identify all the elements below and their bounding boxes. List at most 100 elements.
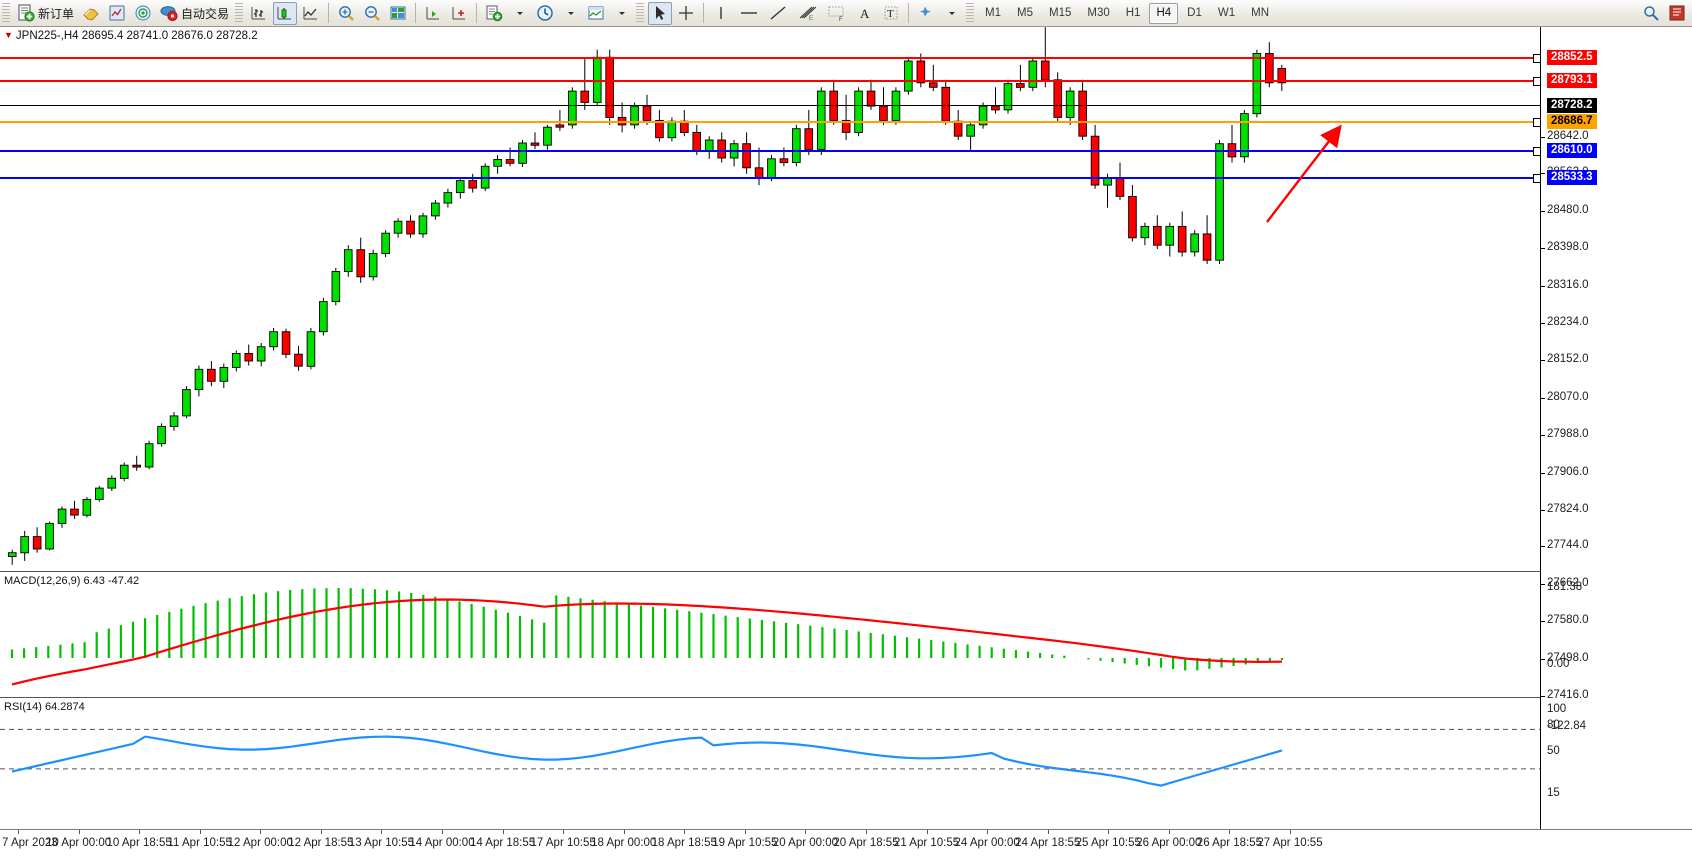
price-tick-mark bbox=[1541, 397, 1545, 399]
up-trend-arrow[interactable] bbox=[1255, 122, 1355, 232]
price-tick-label: 27580.0 bbox=[1547, 614, 1589, 627]
chart-canvas-area[interactable]: ▼ JPN225-,H4 28695.4 28741.0 28676.0 2872… bbox=[0, 27, 1692, 858]
market-watch-button[interactable] bbox=[386, 2, 410, 25]
toolbar-grip-2[interactable] bbox=[235, 3, 244, 23]
auto-scroll-button[interactable] bbox=[447, 2, 471, 25]
timeframe-d1[interactable]: D1 bbox=[1187, 7, 1202, 19]
search-icon[interactable] bbox=[1639, 2, 1663, 25]
text-icon[interactable]: A bbox=[853, 2, 877, 25]
shapes-dropdown[interactable] bbox=[940, 2, 963, 25]
toolbar-grip-4[interactable] bbox=[966, 3, 975, 23]
time-axis[interactable]: 7 Apr 2023 10 Apr 00:00 10 Apr 18:55 11 Apr… bbox=[0, 829, 1692, 858]
price-tick-mark bbox=[1541, 435, 1545, 437]
time-axis-label: 13 Apr 10:55 bbox=[348, 837, 415, 849]
level-label-28728[interactable]: 28728.2 bbox=[1547, 98, 1597, 113]
fibonacci-icon[interactable]: E bbox=[793, 2, 821, 25]
period-dropdown[interactable] bbox=[559, 2, 582, 25]
templates-button[interactable] bbox=[584, 2, 608, 25]
time-axis-label: 18 Apr 18:55 bbox=[651, 837, 717, 849]
macd-tick-label: 181.38 bbox=[1547, 581, 1583, 593]
timeframe-h4[interactable]: H4 bbox=[1149, 2, 1179, 24]
zoom-in-button[interactable] bbox=[334, 2, 358, 25]
price-tick-label: 27416.0 bbox=[1547, 689, 1589, 701]
time-axis-label: 10 Apr 00:00 bbox=[45, 837, 112, 849]
price-scale[interactable]: 28642.028562.028480.028398.028316.028234… bbox=[1540, 27, 1692, 829]
level-label-28533[interactable]: 28533.3 bbox=[1547, 170, 1597, 185]
price-tick-mark bbox=[1541, 546, 1545, 548]
time-axis-label: 14 Apr 00:00 bbox=[409, 837, 475, 849]
price-tick-label: 28152.0 bbox=[1547, 353, 1589, 366]
channel-icon[interactable]: F bbox=[823, 2, 851, 25]
rsi-plot bbox=[0, 728, 1540, 787]
new-order-button[interactable]: 新订单 bbox=[14, 2, 77, 25]
text-label-icon[interactable]: T bbox=[879, 2, 903, 25]
indicators-dropdown[interactable] bbox=[508, 2, 531, 25]
time-tick-mark bbox=[18, 830, 19, 834]
time-axis-label: 7 Apr 2023 bbox=[2, 837, 58, 849]
candlestick-chart-button[interactable] bbox=[273, 1, 298, 25]
period-button[interactable] bbox=[533, 2, 557, 25]
level-line-28610[interactable] bbox=[0, 150, 1540, 152]
timeframe-w1[interactable]: W1 bbox=[1217, 7, 1236, 19]
price-tick-mark bbox=[1541, 696, 1545, 697]
cursor-icon[interactable] bbox=[648, 1, 673, 25]
timeframe-m5[interactable]: M5 bbox=[1017, 7, 1033, 19]
bar-chart-button[interactable] bbox=[247, 2, 271, 25]
price-pane[interactable] bbox=[0, 27, 1540, 572]
zoom-out-button[interactable] bbox=[360, 2, 384, 25]
level-line-28533[interactable] bbox=[0, 177, 1540, 179]
time-axis-label: 27 Apr 10:55 bbox=[1257, 837, 1323, 849]
navigator-button[interactable] bbox=[131, 2, 155, 25]
time-axis-label: 14 Apr 18:55 bbox=[469, 837, 536, 849]
indicators-button[interactable] bbox=[482, 2, 506, 25]
time-tick-mark bbox=[381, 830, 383, 834]
line-chart-button[interactable] bbox=[299, 2, 323, 25]
macd-pane[interactable] bbox=[0, 573, 1540, 698]
svg-text:E: E bbox=[809, 16, 813, 22]
price-tick-mark bbox=[1541, 583, 1545, 585]
level-label-28610[interactable]: 28610.0 bbox=[1547, 143, 1597, 158]
timeframe-m1[interactable]: M1 bbox=[985, 7, 1002, 19]
expert-advisors-button[interactable] bbox=[79, 2, 103, 25]
data-window-button[interactable] bbox=[105, 2, 129, 25]
rsi-tick-label: 100 bbox=[1547, 703, 1567, 715]
level-line-28852[interactable] bbox=[0, 57, 1540, 59]
price-tick-label: 28480.0 bbox=[1547, 203, 1589, 216]
timeframe-m15[interactable]: M15 bbox=[1049, 7, 1072, 19]
level-label-28686[interactable]: 28686.7 bbox=[1547, 114, 1597, 129]
shapes-icon[interactable] bbox=[914, 2, 938, 25]
level-line-28728[interactable] bbox=[0, 105, 1540, 106]
toolbar-separator-2 bbox=[415, 3, 417, 23]
trendline-icon[interactable] bbox=[765, 2, 791, 25]
auto-trading-button[interactable]: 自动交易 bbox=[157, 2, 232, 25]
price-tick-mark bbox=[1541, 323, 1545, 325]
toolbar-grip-1[interactable] bbox=[2, 3, 10, 23]
timeframe-mn[interactable]: MN bbox=[1251, 7, 1269, 19]
level-label-28793[interactable]: 28793.1 bbox=[1547, 73, 1597, 88]
time-tick-mark bbox=[805, 830, 807, 834]
time-axis-label: 24 Apr 18:55 bbox=[1015, 837, 1081, 849]
timeframe-h1[interactable]: H1 bbox=[1125, 7, 1141, 19]
time-tick-mark bbox=[1229, 830, 1231, 834]
horizontal-line-icon[interactable] bbox=[735, 2, 763, 25]
rsi-tick-label: 50 bbox=[1547, 745, 1560, 757]
timeframe-m30[interactable]: M30 bbox=[1087, 7, 1110, 19]
shift-end-button[interactable] bbox=[421, 2, 445, 25]
toolbar-grip-3[interactable] bbox=[636, 3, 645, 23]
time-axis-label: 24 Apr 00:00 bbox=[954, 837, 1020, 849]
time-axis-label: 20 Apr 00:00 bbox=[772, 837, 839, 849]
window-list-icon[interactable] bbox=[1665, 2, 1688, 25]
level-label-28852[interactable]: 28852.5 bbox=[1547, 50, 1597, 65]
vertical-line-icon[interactable] bbox=[709, 2, 733, 25]
crosshair-icon[interactable] bbox=[674, 2, 698, 25]
collapse-arrow-icon[interactable]: ▼ bbox=[4, 30, 13, 40]
price-tick-label: 28398.0 bbox=[1547, 241, 1589, 254]
rsi-tick-label: 15 bbox=[1547, 787, 1560, 799]
level-line-28686[interactable] bbox=[0, 121, 1540, 123]
templates-dropdown[interactable] bbox=[610, 2, 633, 25]
level-line-28793[interactable] bbox=[0, 80, 1540, 82]
time-axis-label: 12 Apr 18:55 bbox=[288, 837, 354, 849]
rsi-pane[interactable] bbox=[0, 699, 1540, 829]
time-tick-mark bbox=[1108, 830, 1110, 834]
